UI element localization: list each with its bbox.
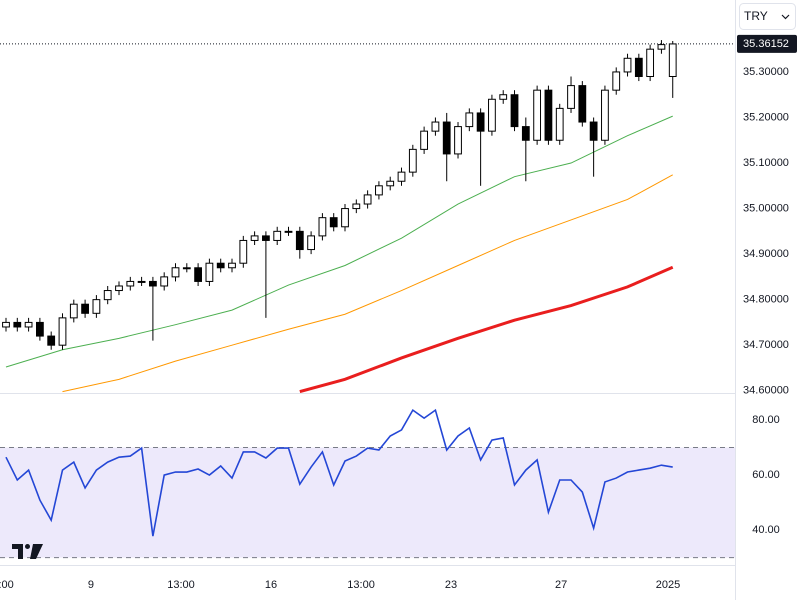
candle-body [488, 98, 496, 132]
candle-body [567, 85, 575, 109]
candle-body [375, 185, 383, 196]
candle-body [239, 239, 248, 264]
y-tick-label: 34.80000 [743, 294, 789, 306]
logo-dot [25, 544, 30, 549]
y-tick-label: 35.30000 [743, 66, 789, 78]
candle-body [499, 94, 508, 100]
currency-button[interactable]: TRY [739, 3, 796, 30]
logo-mark [30, 544, 43, 559]
moving-average-line [62, 174, 673, 393]
candle-body [92, 299, 101, 314]
candle-body [454, 126, 462, 155]
x-tick-label: 16 [265, 579, 277, 591]
candle-body [510, 94, 519, 128]
moving-average-line [299, 265, 674, 393]
price-pane [2, 40, 677, 393]
rsi-pane [0, 408, 735, 559]
candle-body [262, 235, 270, 241]
candle-body [533, 89, 542, 141]
candle-body [646, 48, 655, 78]
candle-body [442, 121, 451, 155]
y-tick-label: 80.00 [752, 414, 780, 426]
candle-body [69, 303, 78, 319]
last-price-label: 35.36152 [743, 38, 789, 50]
candle-body [408, 148, 417, 173]
candle-body [171, 267, 180, 278]
axes: 34.60000 34.70000 34.80000 34.90000 35.00000… [0, 34, 797, 591]
candle-body [47, 335, 56, 346]
candle-body [160, 276, 169, 287]
last-price-tag [737, 34, 797, 53]
candle-body [126, 280, 135, 287]
candle-body [521, 126, 530, 141]
candle-body [182, 267, 191, 270]
candle-body [149, 280, 157, 287]
candle-body [623, 57, 632, 73]
candle-body [81, 303, 89, 314]
candle-body [295, 230, 304, 251]
candle-body [24, 321, 33, 328]
candle-body [273, 230, 282, 241]
candle-body [205, 262, 214, 282]
candle-body [589, 121, 598, 141]
candle-body [103, 290, 112, 301]
currency-label[interactable]: TRY [744, 9, 768, 23]
candle-body [13, 321, 22, 328]
candle-body [2, 321, 10, 328]
currency-box[interactable] [739, 3, 796, 30]
x-tick-label: 23 [445, 579, 457, 591]
y-tick-label: 60.00 [752, 469, 780, 481]
candle-body [228, 262, 236, 269]
logo [12, 544, 43, 559]
candle-body [601, 89, 609, 141]
x-tick-label: 13:00 [347, 579, 375, 591]
y-tick-label: 40.00 [752, 524, 780, 536]
candle-body [668, 43, 677, 78]
candle-body [420, 130, 429, 150]
logo-mark [12, 544, 23, 559]
candle-body [397, 171, 406, 182]
candle-body [352, 203, 361, 210]
candle-body [250, 235, 259, 241]
candle-body [612, 71, 621, 91]
y-tick-label: 34.70000 [743, 339, 789, 351]
candle-body [58, 317, 67, 346]
band-fill [0, 447, 735, 558]
candle-body [318, 217, 327, 237]
candle-body [386, 180, 395, 187]
candle-body [555, 107, 564, 141]
x-tick-label: 2025 [656, 579, 680, 591]
x-tick-label: 9 [88, 579, 94, 591]
candle-body [307, 235, 315, 251]
y-tick-label: 35.10000 [743, 157, 789, 169]
x-tick-label: 27 [555, 579, 567, 591]
candle-body [544, 89, 553, 141]
candle-body [476, 112, 485, 132]
candle-body [465, 112, 474, 128]
moving-average-line [5, 115, 673, 368]
candle-body [284, 230, 293, 233]
candle-body [363, 194, 372, 205]
candle-body [194, 267, 202, 282]
x-tick-label: 00:00 [0, 579, 14, 591]
candle-body [115, 285, 123, 292]
y-tick-label: 34.60000 [743, 385, 789, 397]
candle-body [578, 85, 587, 123]
y-tick-label: 35.00000 [743, 202, 789, 214]
candle-body [657, 44, 666, 50]
rsi-line [5, 408, 673, 537]
candle-body [634, 57, 643, 78]
candle-body [137, 280, 146, 283]
candle-body [36, 321, 44, 337]
dropdown-chevron[interactable] [781, 14, 790, 20]
x-tick-label: 13:00 [167, 579, 195, 591]
candle-body [431, 121, 440, 132]
y-tick-label: 34.90000 [743, 248, 789, 260]
candle-body [341, 208, 349, 228]
candle-body [216, 262, 225, 269]
y-tick-label: 35.20000 [743, 111, 789, 123]
candle-body [329, 217, 338, 228]
